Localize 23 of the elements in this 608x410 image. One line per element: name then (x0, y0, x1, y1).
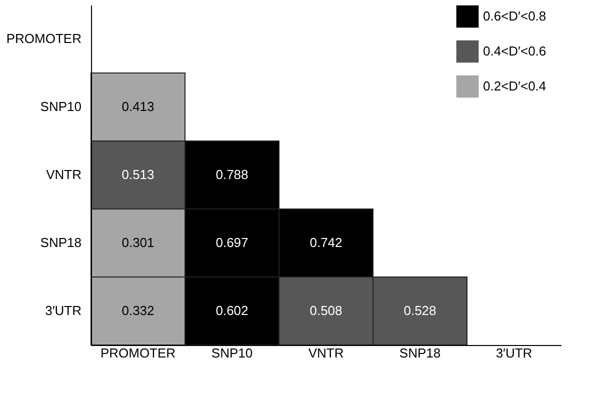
annotation: 0.6<D′<0.8 (483, 8, 546, 24)
y-tick-label: PROMOTER (6, 31, 82, 46)
data-label: 0.332 (122, 303, 154, 318)
x-tick-label: SNP10 (211, 346, 253, 360)
x-tick-label: 3′UTR (496, 346, 532, 360)
data-label: 0.528 (404, 303, 436, 318)
data-label: 0.508 (310, 303, 342, 318)
y-tick-label: 3′UTR (45, 303, 82, 318)
y-tick-label: VNTR (46, 167, 82, 182)
x-tick-label: VNTR (308, 346, 344, 360)
data-label: 0.602 (216, 303, 248, 318)
y-tick-label: SNP10 (40, 99, 82, 114)
annotation: 0.2<D′<0.4 (483, 78, 546, 94)
data-label: 0.742 (310, 235, 342, 250)
x-tick-label: PROMOTER (100, 346, 176, 360)
data-label: 0.788 (216, 167, 248, 182)
data-label: 0.697 (216, 235, 248, 250)
data-label: 0.301 (122, 235, 154, 250)
x-tick-label: SNP18 (399, 346, 441, 360)
annotation: 0.4<D′<0.6 (483, 44, 546, 58)
y-tick-label: SNP18 (40, 235, 82, 250)
data-label: 0.513 (122, 167, 154, 182)
data-label: 0.413 (122, 99, 154, 114)
